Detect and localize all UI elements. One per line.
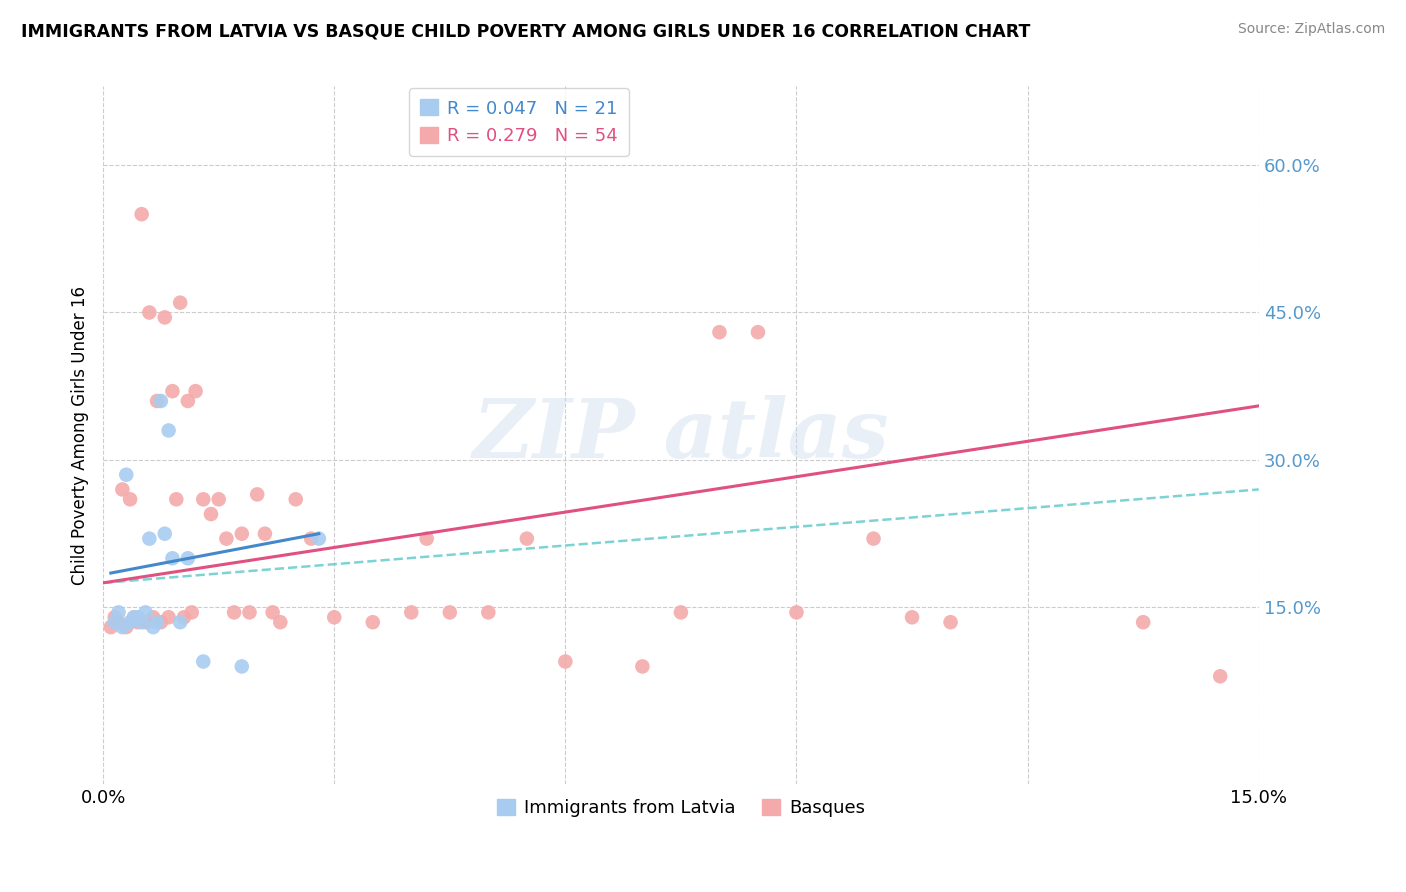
Point bbox=[153, 310, 176, 325]
Point bbox=[134, 615, 156, 630]
Point bbox=[323, 610, 346, 624]
Text: ZIP atlas: ZIP atlas bbox=[472, 395, 890, 475]
Legend: Immigrants from Latvia, Basques: Immigrants from Latvia, Basques bbox=[489, 791, 873, 824]
Point bbox=[104, 615, 127, 630]
Point bbox=[122, 610, 145, 624]
Point bbox=[115, 620, 138, 634]
Point bbox=[131, 207, 153, 221]
Point bbox=[120, 615, 142, 630]
Point bbox=[162, 384, 184, 399]
Point bbox=[149, 615, 172, 630]
Point bbox=[157, 424, 180, 438]
Point bbox=[439, 606, 461, 620]
Point bbox=[115, 467, 138, 482]
Point bbox=[785, 606, 807, 620]
Point bbox=[184, 384, 207, 399]
Point bbox=[308, 532, 330, 546]
Point bbox=[153, 526, 176, 541]
Point bbox=[111, 620, 134, 634]
Text: Source: ZipAtlas.com: Source: ZipAtlas.com bbox=[1237, 22, 1385, 37]
Point bbox=[269, 615, 291, 630]
Point bbox=[169, 615, 191, 630]
Point bbox=[111, 483, 134, 497]
Point bbox=[127, 610, 149, 624]
Point bbox=[146, 615, 169, 630]
Point bbox=[142, 620, 165, 634]
Point bbox=[165, 492, 187, 507]
Point bbox=[1209, 669, 1232, 683]
Point bbox=[131, 615, 153, 630]
Point bbox=[134, 606, 156, 620]
Point bbox=[120, 492, 142, 507]
Point bbox=[142, 610, 165, 624]
Point bbox=[361, 615, 384, 630]
Text: IMMIGRANTS FROM LATVIA VS BASQUE CHILD POVERTY AMONG GIRLS UNDER 16 CORRELATION : IMMIGRANTS FROM LATVIA VS BASQUE CHILD P… bbox=[21, 22, 1031, 40]
Point bbox=[747, 325, 769, 339]
Point bbox=[709, 325, 731, 339]
Point bbox=[631, 659, 654, 673]
Point bbox=[208, 492, 231, 507]
Point bbox=[669, 606, 692, 620]
Point bbox=[238, 606, 260, 620]
Point bbox=[262, 606, 284, 620]
Point bbox=[173, 610, 195, 624]
Point bbox=[193, 492, 215, 507]
Point bbox=[146, 394, 169, 409]
Point bbox=[162, 551, 184, 566]
Point bbox=[193, 655, 215, 669]
Point bbox=[215, 532, 238, 546]
Point bbox=[138, 305, 160, 319]
Point bbox=[299, 532, 322, 546]
Point bbox=[415, 532, 437, 546]
Point bbox=[246, 487, 269, 501]
Point bbox=[200, 507, 222, 521]
Point bbox=[138, 532, 160, 546]
Point bbox=[939, 615, 962, 630]
Point bbox=[231, 526, 253, 541]
Point bbox=[149, 394, 172, 409]
Point bbox=[862, 532, 884, 546]
Point bbox=[554, 655, 576, 669]
Point bbox=[222, 606, 245, 620]
Point bbox=[177, 394, 200, 409]
Point bbox=[127, 615, 149, 630]
Point bbox=[284, 492, 307, 507]
Point bbox=[169, 295, 191, 310]
Point bbox=[180, 606, 202, 620]
Point bbox=[122, 610, 145, 624]
Point bbox=[107, 606, 129, 620]
Point bbox=[901, 610, 924, 624]
Point bbox=[253, 526, 276, 541]
Point bbox=[477, 606, 499, 620]
Point bbox=[107, 615, 129, 630]
Point bbox=[1132, 615, 1154, 630]
Point bbox=[177, 551, 200, 566]
Point bbox=[401, 606, 423, 620]
Y-axis label: Child Poverty Among Girls Under 16: Child Poverty Among Girls Under 16 bbox=[72, 286, 89, 585]
Point bbox=[516, 532, 538, 546]
Point bbox=[100, 620, 122, 634]
Point bbox=[231, 659, 253, 673]
Point bbox=[104, 610, 127, 624]
Point bbox=[157, 610, 180, 624]
